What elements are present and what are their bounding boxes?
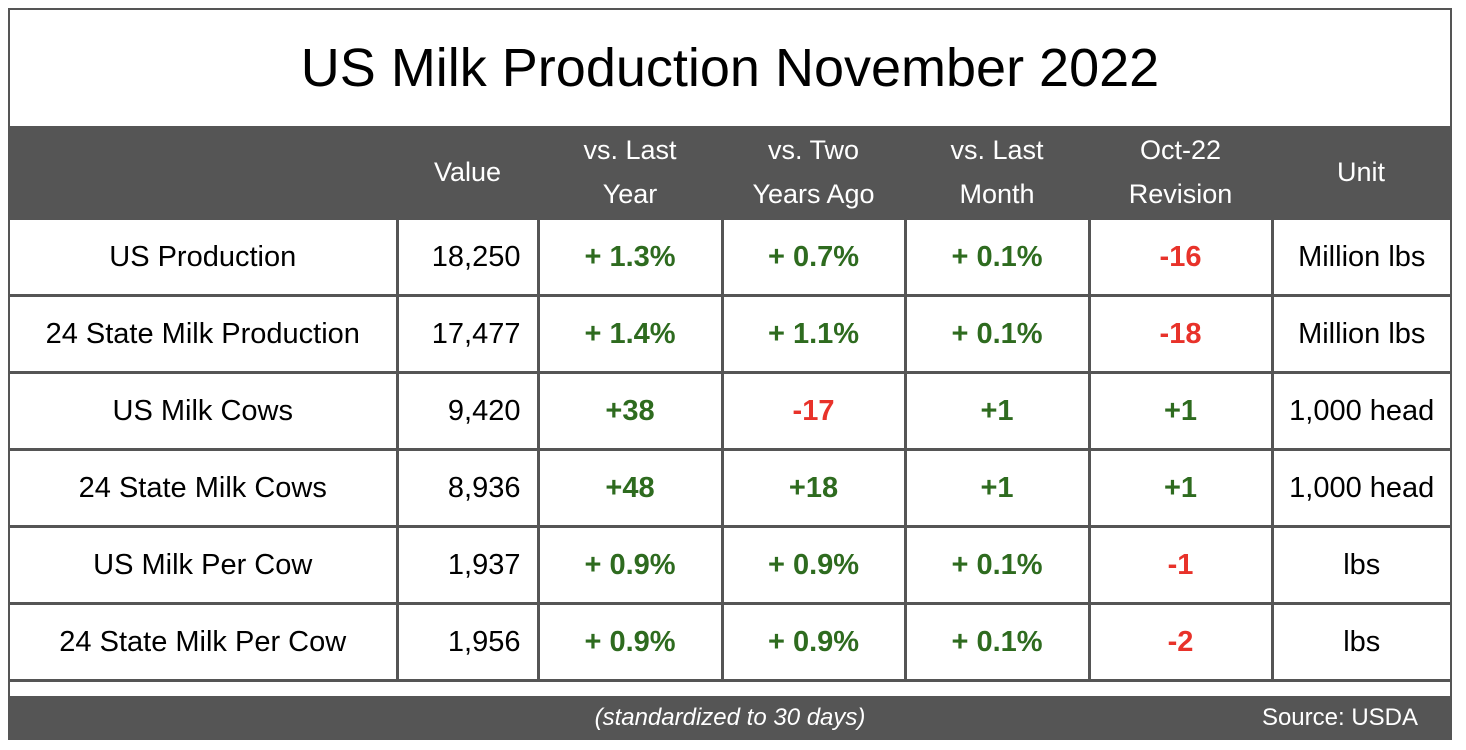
table-row: US Production 18,250 + 1.3% + 0.7% + 0.1% -16… bbox=[10, 217, 1450, 297]
cell-unit: Million lbs bbox=[1270, 217, 1450, 297]
cell-yoy: + 1.4% bbox=[536, 294, 724, 374]
header-row: Value vs. Last Year vs. Two Years Ago vs. L… bbox=[10, 126, 1450, 219]
cell-yoy: +38 bbox=[536, 371, 724, 451]
cell-yoy: + 1.3% bbox=[536, 217, 724, 297]
page-title: US Milk Production November 2022 bbox=[300, 38, 1160, 98]
cell-value: 17,477 bbox=[395, 294, 540, 374]
source-label: Source: USDA bbox=[1261, 704, 1418, 731]
cell-mom: + 0.1% bbox=[903, 602, 1091, 682]
cell-revision: -1 bbox=[1087, 525, 1274, 605]
cell-value: 18,250 bbox=[395, 217, 540, 297]
cell-value: 8,936 bbox=[395, 448, 540, 528]
table-row: 24 State Milk Cows 8,936 +48 +18 +1 +1 1,000 h… bbox=[10, 448, 1450, 528]
column-header: Oct-22 Revision bbox=[1089, 126, 1272, 219]
cell-two-year: + 0.7% bbox=[720, 217, 907, 297]
cell-label: 24 State Milk Per Cow bbox=[10, 602, 399, 682]
cell-yoy: + 0.9% bbox=[536, 602, 724, 682]
cell-two-year: + 0.9% bbox=[720, 525, 907, 605]
cell-yoy: + 0.9% bbox=[536, 525, 724, 605]
table-row: US Milk Cows 9,420 +38 -17 +1 +1 1,000 head bbox=[10, 371, 1450, 451]
cell-mom: + 0.1% bbox=[903, 217, 1091, 297]
cell-revision: +1 bbox=[1087, 448, 1274, 528]
cell-unit: lbs bbox=[1270, 602, 1450, 682]
table-row: US Milk Per Cow 1,937 + 0.9% + 0.9% + 0.1% -1… bbox=[10, 525, 1450, 605]
cell-mom: + 0.1% bbox=[903, 525, 1091, 605]
column-header: vs. Last Year bbox=[538, 126, 722, 219]
cell-two-year: + 0.9% bbox=[720, 602, 907, 682]
column-header bbox=[10, 126, 397, 219]
column-header: vs. Two Years Ago bbox=[722, 126, 905, 219]
cell-unit: lbs bbox=[1270, 525, 1450, 605]
footer-bar: (standardized to 30 days) Source: USDA bbox=[10, 696, 1450, 738]
cell-unit: 1,000 head bbox=[1270, 448, 1450, 528]
cell-value: 9,420 bbox=[395, 371, 540, 451]
cell-label: US Milk Per Cow bbox=[10, 525, 399, 605]
milk-production-table-card: US Milk Production November 2022 Value vs… bbox=[8, 8, 1452, 740]
cell-revision: -18 bbox=[1087, 294, 1274, 374]
cell-unit: Million lbs bbox=[1270, 294, 1450, 374]
cell-value: 1,937 bbox=[395, 525, 540, 605]
column-header: Unit bbox=[1272, 126, 1450, 219]
cell-label: 24 State Milk Production bbox=[10, 294, 399, 374]
cell-label: 24 State Milk Cows bbox=[10, 448, 399, 528]
column-header: vs. Last Month bbox=[905, 126, 1089, 219]
cell-two-year: -17 bbox=[720, 371, 907, 451]
cell-yoy: +48 bbox=[536, 448, 724, 528]
cell-revision: -2 bbox=[1087, 602, 1274, 682]
column-header: Value bbox=[397, 126, 538, 219]
footnote: (standardized to 30 days) bbox=[594, 704, 866, 731]
cell-revision: +1 bbox=[1087, 371, 1274, 451]
cell-value: 1,956 bbox=[395, 602, 540, 682]
cell-mom: +1 bbox=[903, 448, 1091, 528]
cell-mom: + 0.1% bbox=[903, 294, 1091, 374]
cell-label: US Milk Cows bbox=[10, 371, 399, 451]
table-row: 24 State Milk Production 17,477 + 1.4% + 1.… bbox=[10, 294, 1450, 374]
cell-two-year: +18 bbox=[720, 448, 907, 528]
cell-label: US Production bbox=[10, 217, 399, 297]
cell-mom: +1 bbox=[903, 371, 1091, 451]
table-row: 24 State Milk Per Cow 1,956 + 0.9% + 0.9% + … bbox=[10, 602, 1450, 682]
data-table: Value vs. Last Year vs. Two Years Ago vs. L… bbox=[10, 126, 1450, 682]
cell-revision: -16 bbox=[1087, 217, 1274, 297]
cell-two-year: + 1.1% bbox=[720, 294, 907, 374]
cell-unit: 1,000 head bbox=[1270, 371, 1450, 451]
